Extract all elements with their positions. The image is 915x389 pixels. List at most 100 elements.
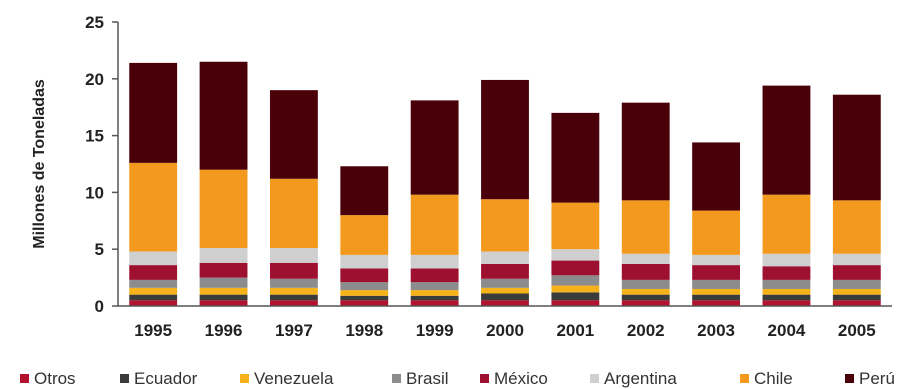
bar-segment-méxico-1997	[269, 262, 318, 279]
legend-swatch	[20, 374, 29, 383]
bar-segment-brasil-1999	[410, 282, 459, 291]
y-tick-label: 20	[85, 70, 104, 89]
legend-label: Ecuador	[134, 369, 198, 388]
bar-segment-ecuador-2001	[551, 292, 600, 301]
bar-segment-méxico-1996	[199, 262, 248, 278]
bar-segment-argentina-1998	[340, 254, 389, 269]
bar-segment-perú-1998	[340, 166, 389, 216]
bar-segment-perú-2003	[692, 142, 741, 211]
bar-segment-brasil-2000	[481, 278, 529, 288]
bar-segment-brasil-1998	[340, 282, 389, 291]
bar-segment-perú-2005	[832, 94, 881, 201]
bar-segment-chile-2003	[692, 210, 741, 255]
legend-item-brasil: Brasil	[392, 369, 449, 388]
bar-segment-brasil-2004	[762, 279, 811, 289]
y-tick-label: 5	[95, 240, 104, 259]
x-tick-label: 2002	[627, 321, 665, 340]
bar-stack-1998	[340, 166, 389, 306]
x-tick-label: 1995	[134, 321, 172, 340]
x-tick-label: 2004	[768, 321, 806, 340]
bar-segment-venezuela-1996	[199, 287, 248, 295]
bar-segment-ecuador-2000	[481, 293, 529, 301]
bar-stack-2002	[621, 102, 670, 306]
bar-segment-ecuador-2005	[832, 294, 881, 301]
bar-segment-méxico-1995	[129, 265, 178, 280]
bar-segment-brasil-1996	[199, 277, 248, 288]
x-tick-label: 2001	[556, 321, 594, 340]
bar-segment-argentina-1995	[129, 251, 178, 266]
bar-segment-perú-1996	[199, 61, 248, 170]
bar-segment-méxico-1999	[410, 268, 459, 283]
bar-segment-méxico-2004	[762, 266, 811, 280]
bar-stack-1995	[129, 62, 178, 306]
legend-label: Argentina	[604, 369, 677, 388]
bar-segment-argentina-2004	[762, 253, 811, 267]
legend-swatch	[120, 374, 129, 383]
bar-segment-otros-2003	[692, 300, 741, 306]
bar-stack-1999	[410, 100, 459, 306]
bar-segment-méxico-2003	[692, 265, 741, 280]
legend-swatch	[845, 374, 854, 383]
x-tick-label: 1996	[205, 321, 243, 340]
y-axis-label: Millones de Toneladas	[31, 79, 48, 249]
bar-segment-méxico-2001	[551, 260, 600, 276]
bar-segment-argentina-2000	[481, 251, 529, 264]
bar-segment-chile-2004	[762, 194, 811, 254]
plot-area	[129, 61, 881, 306]
bar-segment-perú-1995	[129, 62, 178, 163]
bar-segment-ecuador-1999	[410, 295, 459, 301]
x-tick-label: 1998	[345, 321, 383, 340]
bar-segment-argentina-1996	[199, 248, 248, 263]
bar-segment-ecuador-1996	[199, 294, 248, 301]
bar-segment-brasil-2001	[551, 275, 600, 286]
bar-segment-argentina-2002	[621, 253, 670, 264]
bar-segment-argentina-2001	[551, 249, 600, 261]
bar-segment-otros-1996	[199, 300, 248, 306]
bar-segment-chile-2002	[621, 200, 670, 254]
bar-segment-otros-1999	[410, 300, 459, 306]
y-tick-label: 15	[85, 127, 104, 146]
legend-label: Otros	[34, 369, 76, 388]
bar-segment-ecuador-1997	[269, 294, 318, 301]
legend-item-otros: Otros	[20, 369, 76, 388]
bar-segment-chile-1995	[129, 162, 178, 252]
bar-segment-otros-2005	[832, 300, 881, 306]
legend-swatch	[392, 374, 401, 383]
y-tick-label: 25	[85, 13, 104, 32]
bar-segment-perú-2000	[481, 79, 529, 200]
legend-label: Brasil	[406, 369, 449, 388]
legend-item-venezuela: Venezuela	[240, 369, 334, 388]
legend-swatch	[740, 374, 749, 383]
bar-segment-argentina-2003	[692, 254, 741, 266]
bar-segment-otros-1995	[129, 300, 178, 306]
legend-item-ecuador: Ecuador	[120, 369, 198, 388]
bar-segment-otros-2004	[762, 300, 811, 306]
bar-segment-venezuela-1999	[410, 290, 459, 296]
bar-segment-argentina-1997	[269, 248, 318, 263]
y-tick-labels: 0 5 10 15 20 25	[85, 13, 118, 316]
bar-segment-chile-1999	[410, 194, 459, 255]
bar-segment-ecuador-2002	[621, 294, 670, 301]
bar-segment-argentina-1999	[410, 254, 459, 269]
bar-segment-argentina-2005	[832, 253, 881, 266]
bar-segment-perú-2001	[551, 112, 600, 203]
y-tick-label: 10	[85, 183, 104, 202]
bar-segment-otros-2001	[551, 300, 600, 306]
bar-segment-venezuela-1997	[269, 287, 318, 295]
legend-swatch	[590, 374, 599, 383]
bar-segment-otros-2002	[621, 300, 670, 306]
bar-segment-perú-2002	[621, 102, 670, 201]
bar-segment-venezuela-1998	[340, 290, 389, 296]
bar-segment-perú-2004	[762, 85, 811, 195]
bar-stack-2004	[762, 85, 811, 306]
legend-label: Chile	[754, 369, 793, 388]
bar-segment-brasil-2002	[621, 279, 670, 289]
legend-swatch	[240, 374, 249, 383]
bar-segment-chile-2000	[481, 199, 529, 252]
bar-segment-chile-2001	[551, 202, 600, 250]
bar-segment-chile-1996	[199, 169, 248, 249]
x-tick-label: 2003	[697, 321, 735, 340]
bar-stack-1996	[199, 61, 248, 306]
bar-segment-méxico-1998	[340, 268, 389, 283]
legend-item-argentina: Argentina	[590, 369, 677, 388]
